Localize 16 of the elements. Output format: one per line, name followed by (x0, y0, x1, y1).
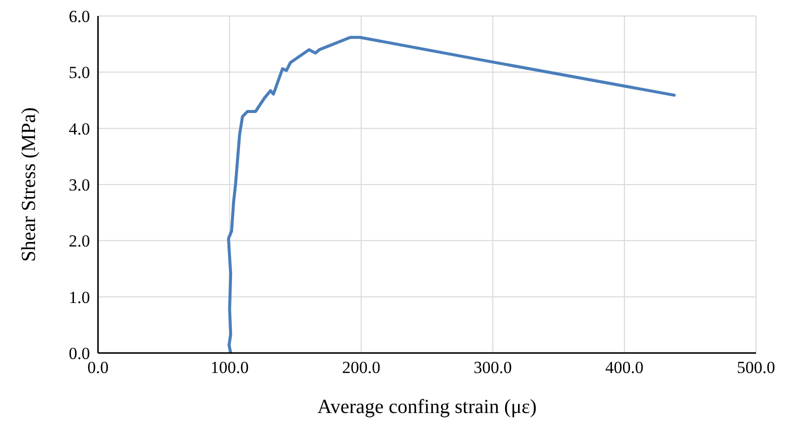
x-axis-title: Average confing strain (με) (317, 396, 537, 418)
x-tick-label: 300.0 (474, 358, 512, 378)
y-tick-label: 2.0 (68, 232, 90, 251)
y-tick-label: 1.0 (68, 288, 90, 307)
y-tick-label: 6.0 (68, 7, 90, 26)
y-axis-title: Shear Stress (MPa) (18, 107, 40, 262)
x-tick-label: 200.0 (342, 358, 380, 378)
x-tick-label: 100.0 (210, 358, 249, 378)
x-tick-label: 400.0 (605, 358, 644, 378)
x-tick-label: 0.0 (87, 358, 109, 378)
y-tick-label: 0.0 (68, 344, 90, 364)
line-series (227, 36, 676, 353)
x-tick-label: 500.0 (736, 358, 776, 378)
y-tick-label: 3.0 (68, 176, 90, 195)
y-tick-label: 4.0 (68, 119, 90, 138)
y-tick-label: 5.0 (68, 63, 90, 82)
